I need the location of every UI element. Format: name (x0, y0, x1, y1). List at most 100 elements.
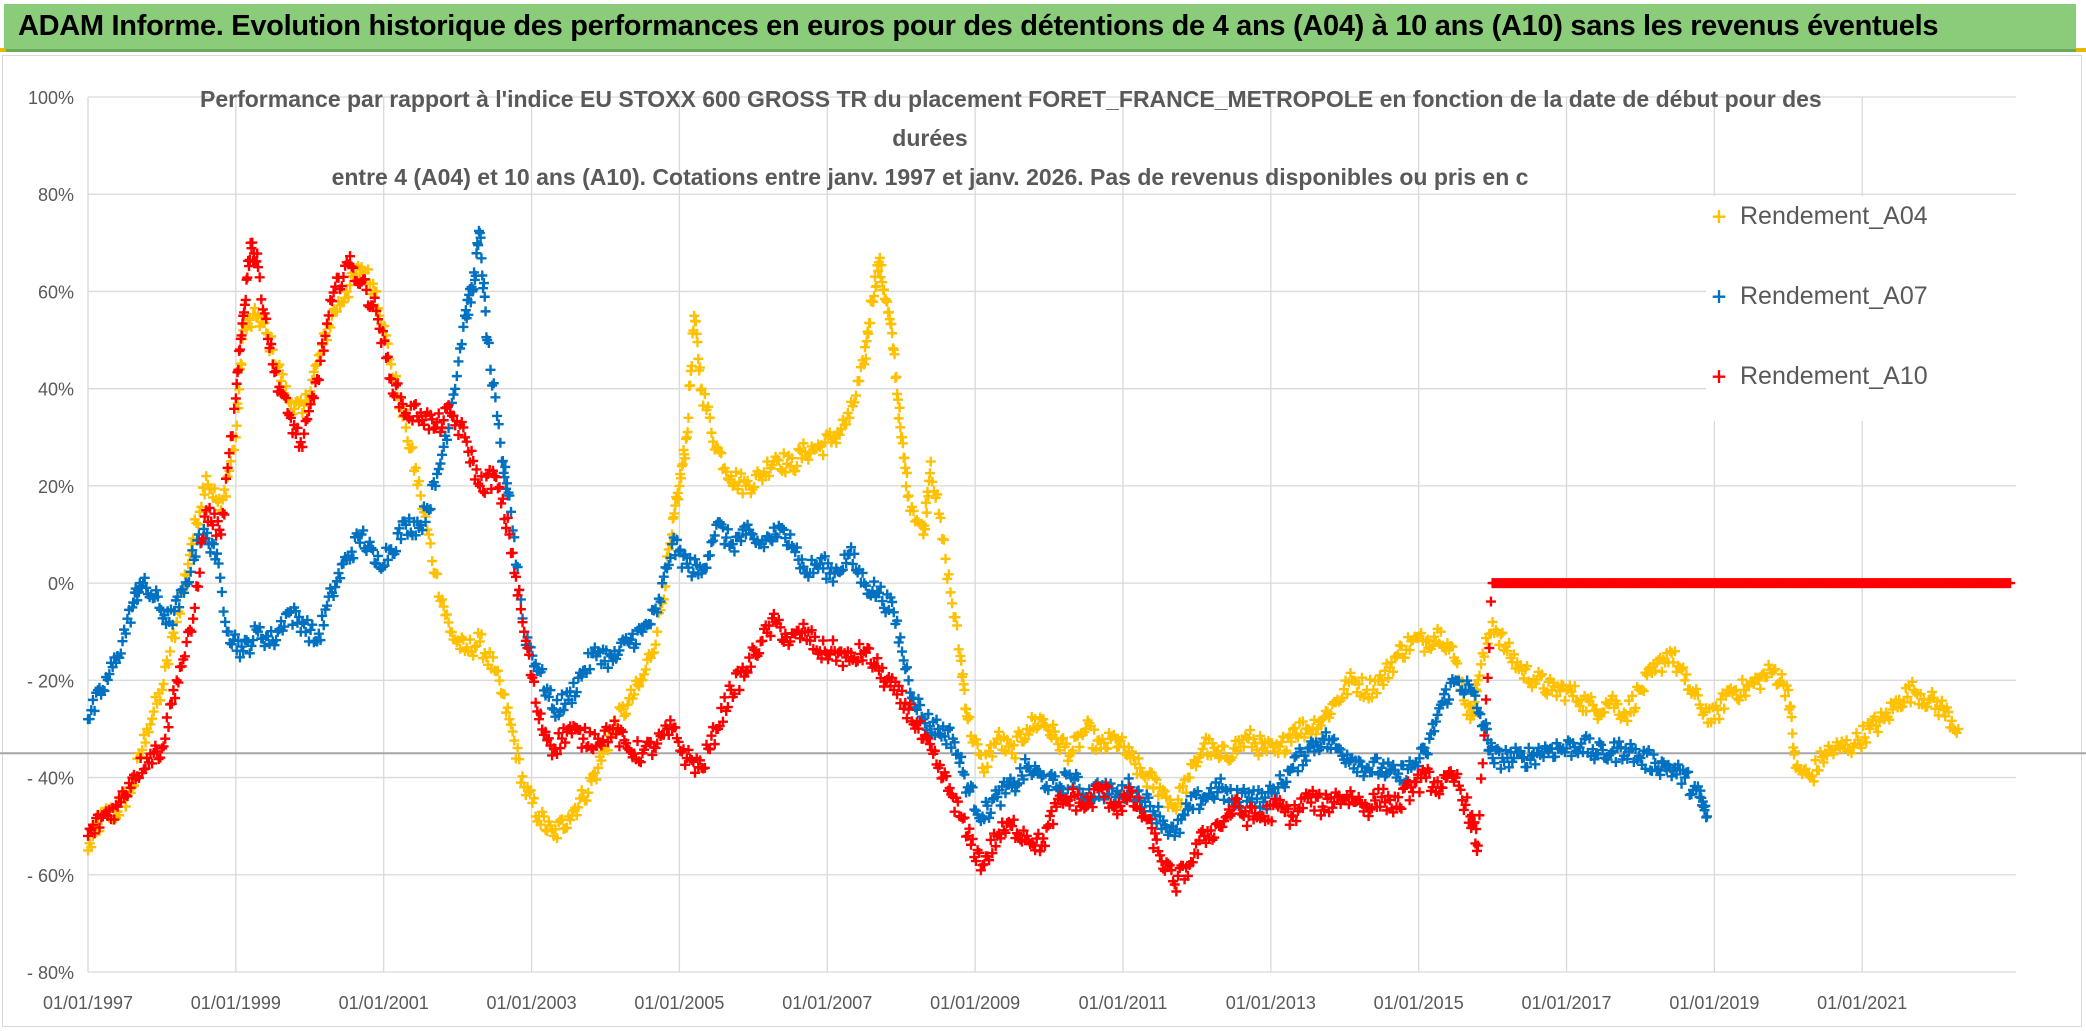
series-marker-rendement-a07 (885, 592, 896, 603)
series-marker-rendement-a10 (717, 716, 728, 727)
series-marker-rendement-a07 (117, 636, 128, 647)
series-marker-rendement-a10 (256, 294, 267, 305)
series-marker-rendement-a04 (814, 442, 825, 452)
series-marker-rendement-a07 (1153, 801, 1164, 812)
series-marker-rendement-a04 (1637, 684, 1648, 695)
series-marker-rendement-a04 (650, 639, 661, 650)
series-marker-rendement-a10 (222, 462, 233, 473)
series-marker-rendement-a07 (1279, 782, 1290, 793)
series-marker-rendement-a04 (691, 328, 702, 339)
series-marker-rendement-a07 (1561, 743, 1572, 754)
series-marker-rendement-a04 (694, 362, 705, 373)
series-marker-rendement-a04 (501, 707, 512, 718)
series-marker-rendement-a07 (1393, 768, 1404, 779)
series-marker-rendement-a10 (361, 284, 372, 295)
series-marker-rendement-a10 (944, 783, 955, 794)
series-marker-rendement-a04 (1090, 745, 1101, 756)
series-marker-rendement-a10 (632, 736, 643, 747)
x-tick-label: 01/01/2021 (1817, 993, 1907, 1013)
series-marker-rendement-a07 (1530, 759, 1541, 770)
series-marker-rendement-a10 (122, 791, 133, 802)
series-marker-rendement-a04 (686, 361, 697, 372)
series-marker-rendement-a04 (231, 420, 242, 431)
series-marker-rendement-a04 (648, 647, 659, 658)
series-marker-rendement-a04 (1452, 658, 1463, 669)
series-marker-rendement-a10 (533, 714, 544, 725)
series-marker-rendement-a07 (545, 685, 556, 696)
series-marker-rendement-a07 (1414, 753, 1425, 764)
series-marker-rendement-a07 (307, 619, 318, 630)
series-marker-rendement-a10 (1173, 870, 1183, 881)
series-marker-rendement-a07 (1515, 746, 1526, 757)
series-marker-rendement-a10 (1127, 785, 1137, 796)
series-marker-rendement-a07 (1700, 800, 1711, 811)
series-marker-rendement-a04 (899, 452, 910, 463)
series-marker-rendement-a10 (83, 830, 93, 841)
series-marker-rendement-a07 (120, 628, 131, 639)
series-marker-rendement-a04 (1691, 684, 1702, 695)
series-marker-rendement-a04 (859, 359, 870, 370)
series-marker-rendement-a10 (530, 697, 541, 708)
series-marker-rendement-a04 (1177, 781, 1188, 792)
series-marker-rendement-a10 (1164, 860, 1175, 871)
series-marker-rendement-a10 (336, 281, 347, 292)
series-marker-rendement-a07 (202, 527, 213, 538)
series-marker-rendement-a10 (1099, 791, 1110, 802)
series-marker-rendement-a04 (1049, 726, 1060, 737)
series-marker-rendement-a04 (704, 412, 715, 423)
series-marker-rendement-a10 (1061, 794, 1072, 805)
series-marker-rendement-a10 (773, 614, 784, 625)
series-marker-rendement-a10 (326, 296, 337, 307)
series-marker-rendement-a04 (193, 519, 204, 530)
series-marker-rendement-a07 (87, 694, 98, 705)
series-marker-rendement-a04 (400, 422, 411, 433)
series-marker-rendement-a07 (213, 558, 224, 569)
series-marker-rendement-a10 (219, 509, 230, 520)
series-marker-rendement-a04 (1607, 690, 1618, 701)
series-marker-rendement-a07 (786, 540, 797, 551)
series-marker-rendement-a04 (1192, 757, 1203, 768)
series-marker-rendement-a04 (864, 318, 875, 329)
series-marker-rendement-a04 (386, 359, 397, 370)
x-tick-label: 01/01/2015 (1374, 993, 1464, 1013)
series-marker-rendement-a07 (548, 704, 559, 715)
series-marker-rendement-a10 (645, 737, 656, 748)
series-marker-rendement-a07 (1481, 723, 1492, 734)
series-marker-rendement-a10 (494, 482, 505, 493)
series-marker-rendement-a07 (476, 253, 487, 264)
series-marker-rendement-a04 (834, 429, 845, 440)
series-marker-rendement-a10 (614, 741, 625, 752)
series-marker-rendement-a07 (897, 646, 908, 657)
series-marker-rendement-a04 (795, 445, 806, 456)
series-marker-rendement-a10 (189, 602, 200, 613)
series-marker-rendement-a07 (167, 619, 178, 630)
series-marker-rendement-a10 (900, 697, 911, 708)
series-marker-rendement-a10 (1353, 791, 1364, 802)
banner: ADAM Informe. Evolution historique des p… (4, 4, 2076, 52)
series-marker-rendement-a04 (596, 755, 607, 766)
series-marker-rendement-a04 (343, 292, 354, 303)
series-marker-rendement-a04 (1383, 673, 1394, 684)
series-marker-rendement-a10 (197, 533, 208, 544)
series-marker-rendement-a10 (683, 744, 694, 755)
series-marker-rendement-a10 (242, 272, 253, 283)
series-marker-rendement-a07 (152, 591, 163, 602)
series-marker-rendement-a04 (925, 456, 936, 467)
series-marker-rendement-a10 (305, 399, 316, 410)
series-marker-rendement-a07 (685, 552, 696, 563)
series-marker-rendement-a04 (571, 810, 582, 821)
series-marker-rendement-a10 (438, 415, 449, 426)
series-marker-rendement-a10 (186, 626, 197, 637)
series-marker-rendement-a04 (1856, 742, 1867, 753)
series-marker-rendement-a04 (494, 675, 505, 686)
series-marker-rendement-a10 (181, 637, 192, 648)
series-marker-rendement-a07 (495, 437, 506, 448)
series-marker-rendement-a04 (1599, 707, 1610, 718)
series-marker-rendement-a07 (1584, 733, 1595, 744)
series-marker-rendement-a04 (435, 595, 446, 606)
series-marker-rendement-a10 (522, 643, 533, 654)
series-marker-rendement-a07 (1049, 771, 1060, 782)
series-marker-rendement-a10 (542, 735, 553, 746)
series-marker-rendement-a04 (1371, 688, 1382, 699)
series-marker-rendement-a10 (915, 716, 926, 727)
